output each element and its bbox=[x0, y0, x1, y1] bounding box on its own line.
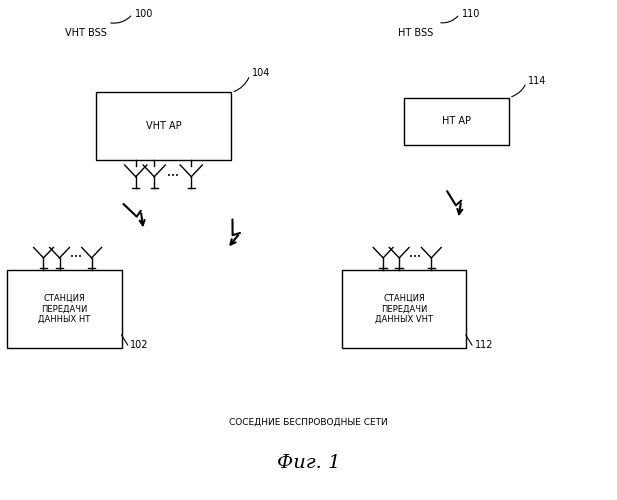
Text: 100: 100 bbox=[135, 9, 153, 19]
Text: СТАНЦИЯ
ПЕРЕДАЧИ
ДАННЫХ VHT: СТАНЦИЯ ПЕРЕДАЧИ ДАННЫХ VHT bbox=[375, 294, 433, 324]
Bar bbox=[96, 92, 231, 160]
Text: •••: ••• bbox=[167, 173, 179, 179]
Bar bbox=[404, 98, 509, 145]
Text: СТАНЦИЯ
ПЕРЕДАЧИ
ДАННЫХ НТ: СТАНЦИЯ ПЕРЕДАЧИ ДАННЫХ НТ bbox=[38, 294, 91, 324]
Text: HT BSS: HT BSS bbox=[398, 28, 433, 38]
Text: VHT AP: VHT AP bbox=[146, 121, 181, 131]
Text: СОСЕДНИЕ БЕСПРОВОДНЫЕ СЕТИ: СОСЕДНИЕ БЕСПРОВОДНЫЕ СЕТИ bbox=[229, 418, 388, 427]
Text: •••: ••• bbox=[409, 254, 421, 260]
Bar bbox=[342, 270, 466, 347]
Text: 104: 104 bbox=[252, 68, 270, 78]
Text: 110: 110 bbox=[462, 9, 480, 19]
Bar bbox=[7, 270, 122, 347]
Text: VHT BSS: VHT BSS bbox=[65, 28, 107, 38]
Text: Фиг. 1: Фиг. 1 bbox=[277, 454, 340, 471]
Text: •••: ••• bbox=[70, 254, 81, 260]
Text: 114: 114 bbox=[528, 76, 547, 86]
Text: 102: 102 bbox=[130, 340, 149, 350]
Text: HT AP: HT AP bbox=[442, 116, 471, 126]
Text: 112: 112 bbox=[474, 340, 493, 350]
